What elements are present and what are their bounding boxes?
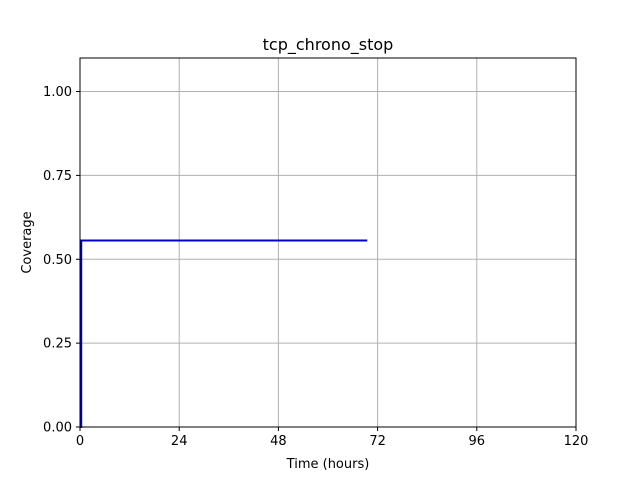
y-tick-label: 0.75 <box>43 169 72 184</box>
x-tick-label: 120 <box>564 434 589 449</box>
x-tick-label: 48 <box>270 434 287 449</box>
x-tick-label: 0 <box>76 434 84 449</box>
chart-title: tcp_chrono_stop <box>263 35 394 55</box>
y-axis-ticks: 0.00 0.25 0.50 0.75 1.00 <box>43 85 80 436</box>
grid <box>79 58 577 428</box>
y-tick-label: 0.50 <box>43 253 72 268</box>
x-tick-label: 72 <box>369 434 386 449</box>
x-axis-title: Time (hours) <box>286 457 370 472</box>
plot-frame <box>79 57 577 428</box>
x-axis-ticks: 0 24 48 72 96 120 <box>76 427 589 449</box>
x-tick-label: 24 <box>171 434 188 449</box>
y-axis-title: Coverage <box>20 211 35 273</box>
y-tick-label: 0.00 <box>43 421 72 436</box>
y-tick-label: 1.00 <box>43 85 72 100</box>
y-tick-label: 0.25 <box>43 337 72 352</box>
x-tick-label: 96 <box>469 434 486 449</box>
